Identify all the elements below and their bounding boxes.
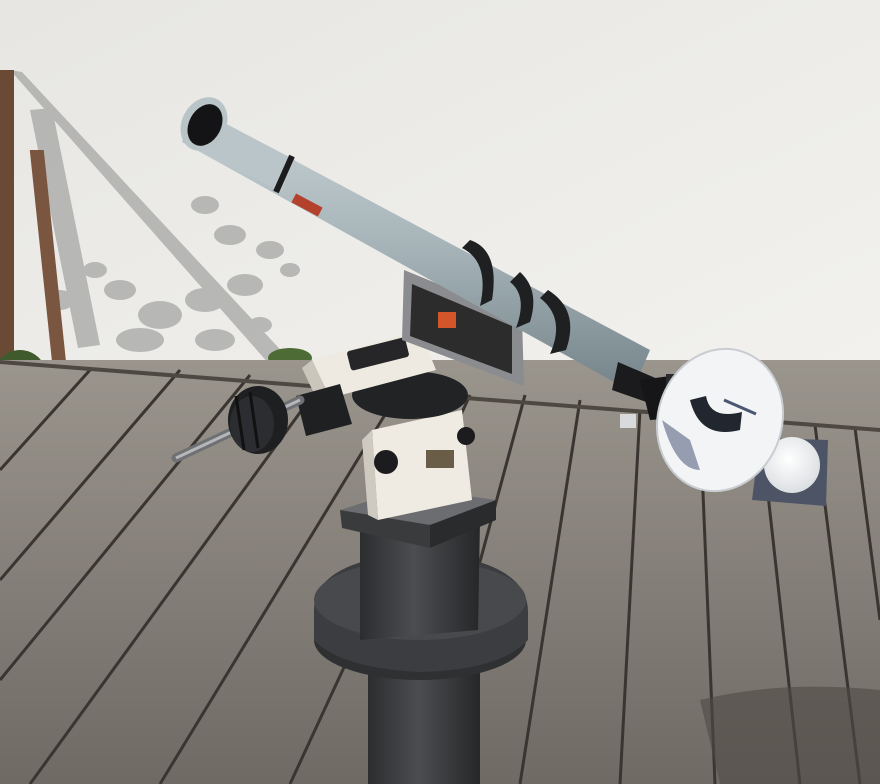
counterweight-shaft [171, 386, 305, 463]
sun-projection-screen-icon [655, 347, 785, 493]
sun-image [764, 437, 820, 493]
mounting-plate [402, 270, 524, 386]
equatorial-mount [296, 330, 475, 520]
telescope-tube [180, 97, 650, 392]
wall-shadows [10, 70, 300, 365]
railing-post [0, 70, 14, 370]
pier [314, 488, 528, 784]
